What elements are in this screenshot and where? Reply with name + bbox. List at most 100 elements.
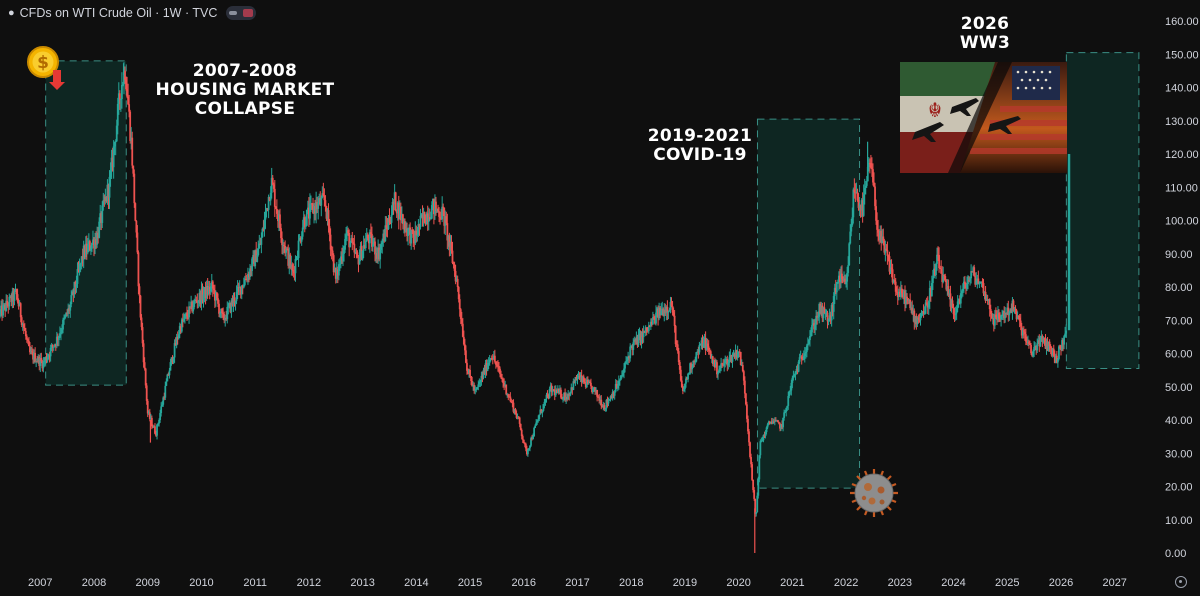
candle-body (880, 230, 883, 244)
candle-body (110, 157, 113, 171)
candle-body (816, 315, 819, 318)
candle-body (808, 340, 810, 344)
candle-body (826, 312, 829, 322)
candle-body (811, 325, 813, 333)
candle-body (354, 252, 357, 254)
candle-body (39, 357, 42, 367)
candle-body (542, 404, 545, 411)
candle-body (630, 346, 633, 348)
candle-body (889, 267, 892, 272)
candle-body (971, 271, 974, 273)
settings-icon[interactable] (1175, 576, 1187, 588)
candle-body (377, 247, 380, 259)
candle-body (343, 249, 345, 254)
candle-body (761, 440, 764, 442)
candle-body (864, 185, 867, 189)
candle-body (958, 298, 961, 304)
candle-body (41, 361, 44, 369)
candle-body (729, 354, 732, 358)
candle-body (504, 384, 507, 386)
candle-body (23, 327, 26, 331)
candle-body (1031, 353, 1033, 356)
candle-body (591, 386, 593, 392)
highlight-zone (45, 60, 127, 386)
y-tick-label: 40.00 (1165, 415, 1193, 427)
candle-body (140, 317, 143, 328)
candle-body (29, 346, 31, 353)
candle-body (575, 377, 578, 380)
market-status-toggle[interactable] (226, 6, 257, 20)
symbol-title[interactable]: CFDs on WTI Crude Oil · 1W · TVC (19, 6, 218, 20)
candle-body (678, 362, 681, 370)
candle-body (851, 217, 854, 226)
candle-body (17, 301, 20, 307)
candle-body (422, 211, 425, 219)
candle-body (657, 308, 659, 318)
candle-body (626, 359, 628, 362)
candle-body (204, 287, 207, 298)
candle-body (920, 313, 923, 317)
candle-body (358, 257, 361, 265)
candle-body (200, 288, 203, 304)
candle-body (790, 382, 793, 391)
candle-body (702, 342, 705, 348)
candle-body (246, 279, 248, 281)
candle-body (757, 479, 760, 496)
candle-body (905, 296, 907, 304)
candle-body (1055, 355, 1058, 363)
candle-body (849, 231, 852, 244)
candle-body (943, 275, 946, 277)
candle-body (667, 311, 670, 313)
candle-body (736, 351, 739, 358)
candle-body (798, 357, 801, 362)
candle-body (1021, 330, 1024, 336)
candle-body (51, 344, 54, 347)
candle-body (768, 422, 771, 424)
candle-body (805, 345, 808, 352)
candle-body (344, 239, 346, 250)
candle-body (567, 394, 570, 400)
candle-body (775, 420, 778, 422)
ww3-annotation-line: 2026 (960, 14, 1010, 34)
candle-body (82, 245, 85, 260)
candle-body (516, 417, 519, 419)
candle-body (804, 351, 807, 354)
candle-body (59, 333, 61, 337)
y-tick-label: 50.00 (1165, 382, 1193, 394)
x-tick-label: 2010 (189, 577, 213, 589)
candle-body (50, 344, 53, 348)
candle-body (239, 286, 242, 295)
candle-body (478, 382, 481, 385)
x-tick-label: 2015 (458, 577, 482, 589)
housing-annotation-line: 2007-2008 (192, 61, 298, 81)
candle-body (289, 254, 292, 269)
candle-body (690, 363, 693, 370)
x-tick-label: 2013 (350, 577, 374, 589)
candle-body (179, 326, 182, 332)
candle-body (888, 256, 891, 272)
y-tick-label: 160.00 (1165, 16, 1199, 28)
candle-body (73, 281, 76, 295)
candle-body (393, 192, 396, 205)
candle-body (629, 346, 632, 359)
candle-body (159, 413, 162, 420)
candle-body (843, 278, 845, 280)
candle-body (842, 278, 844, 280)
candle-body (217, 298, 219, 304)
candle-body (764, 432, 767, 436)
candle-body (819, 303, 822, 314)
dollar-down-icon: $ (27, 46, 65, 90)
candle-body (990, 313, 993, 319)
candle-body (419, 215, 422, 227)
candle-body (202, 294, 205, 300)
candle-body (334, 267, 337, 279)
candle-body (536, 420, 539, 423)
candle-body (576, 377, 579, 380)
candle-body (824, 313, 827, 315)
candle-body (995, 314, 997, 318)
candle-body (45, 357, 48, 361)
candle-body (193, 300, 196, 308)
candle-body (345, 235, 347, 240)
candle-body (762, 435, 765, 441)
